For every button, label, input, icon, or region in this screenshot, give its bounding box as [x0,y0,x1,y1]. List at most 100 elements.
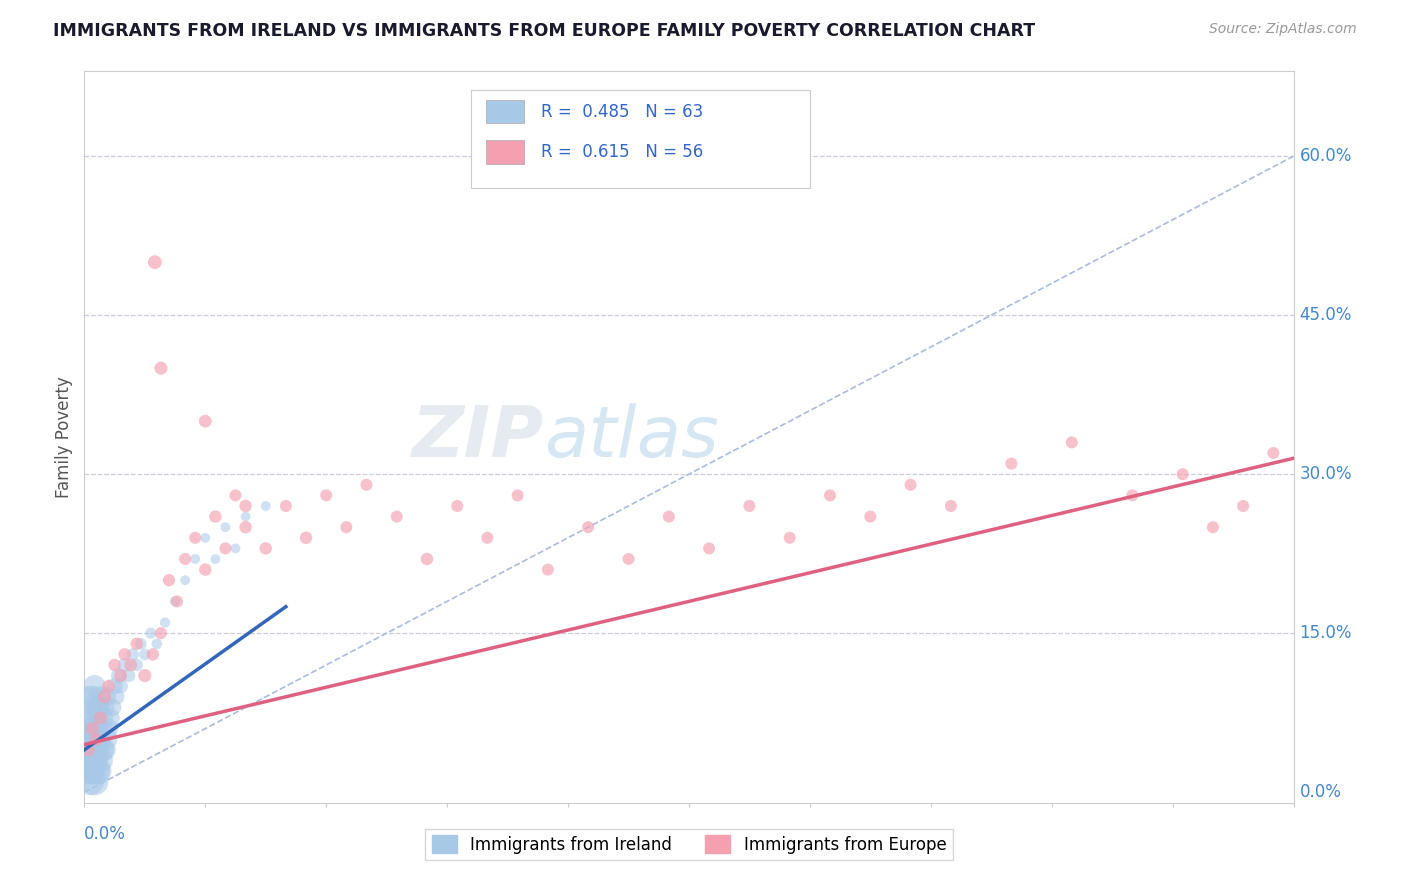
Point [295,531,318,545]
FancyBboxPatch shape [486,140,524,163]
Point [83,753,105,767]
Point [75,722,97,736]
Point [82,743,104,757]
Point [75,764,97,778]
Point [153,615,176,630]
Point [93,700,115,714]
Point [79,753,101,767]
Point [356,477,378,491]
Point [89,711,111,725]
Point [385,509,408,524]
Point [104,658,127,673]
Point [214,541,236,556]
Point [83,732,105,747]
Point [77,753,100,767]
Point [235,520,257,534]
Point [125,658,148,673]
FancyBboxPatch shape [486,100,524,123]
Point [97,722,120,736]
Point [120,658,142,673]
Point [118,668,141,682]
Point [139,626,162,640]
Point [97,679,120,693]
Y-axis label: Family Poverty: Family Poverty [55,376,73,498]
Text: IMMIGRANTS FROM IRELAND VS IMMIGRANTS FROM EUROPE FAMILY POVERTY CORRELATION CHA: IMMIGRANTS FROM IRELAND VS IMMIGRANTS FR… [53,22,1036,40]
Point [274,499,297,513]
Point [166,594,188,608]
Text: 0.0%: 0.0% [84,825,127,843]
Point [77,743,100,757]
Text: atlas: atlas [544,402,718,472]
Point [77,690,100,704]
Point [165,594,187,608]
Point [83,774,105,789]
Point [101,700,124,714]
Point [939,499,962,513]
Point [114,658,136,673]
Point [110,679,132,693]
Point [1202,520,1225,534]
Point [194,563,217,577]
Point [254,541,277,556]
Point [87,732,110,747]
Point [96,732,118,747]
Point [87,764,110,778]
Point [79,732,101,747]
Point [174,573,197,587]
Point [146,637,169,651]
Text: 60.0%: 60.0% [1299,147,1353,165]
Point [184,531,207,545]
Point [87,700,110,714]
Point [194,531,217,545]
Point [859,509,882,524]
Point [79,700,101,714]
Point [82,722,104,736]
Point [477,531,499,545]
Point [91,743,114,757]
Point [125,637,148,651]
Point [184,552,207,566]
Point [1232,499,1254,513]
Point [174,552,197,566]
Point [235,509,257,524]
Point [446,499,468,513]
Point [214,520,236,534]
Point [107,668,129,682]
Point [254,499,277,513]
Point [89,722,111,736]
Point [75,753,97,767]
Point [1263,446,1285,460]
Point [315,488,337,502]
Point [900,477,922,491]
Point [416,552,439,566]
Point [149,626,172,640]
Point [89,753,111,767]
Point [1171,467,1194,482]
Point [86,764,108,778]
Point [93,690,115,704]
Point [142,648,165,662]
Point [129,637,152,651]
FancyBboxPatch shape [471,90,810,188]
Point [105,690,128,704]
Point [77,732,100,747]
Point [1060,435,1083,450]
Point [1121,488,1143,502]
Point [225,488,247,502]
Legend: Immigrants from Ireland, Immigrants from Europe: Immigrants from Ireland, Immigrants from… [425,829,953,860]
Point [134,648,156,662]
Point [82,722,104,736]
Point [235,499,257,513]
Point [83,711,105,725]
Point [143,255,166,269]
Point [697,541,720,556]
Point [335,520,357,534]
Point [225,541,247,556]
Point [96,690,118,704]
Point [537,563,560,577]
Point [576,520,599,534]
Text: ZIP: ZIP [412,402,544,472]
Text: 0.0%: 0.0% [1299,783,1341,801]
Text: Source: ZipAtlas.com: Source: ZipAtlas.com [1209,22,1357,37]
Point [83,679,105,693]
